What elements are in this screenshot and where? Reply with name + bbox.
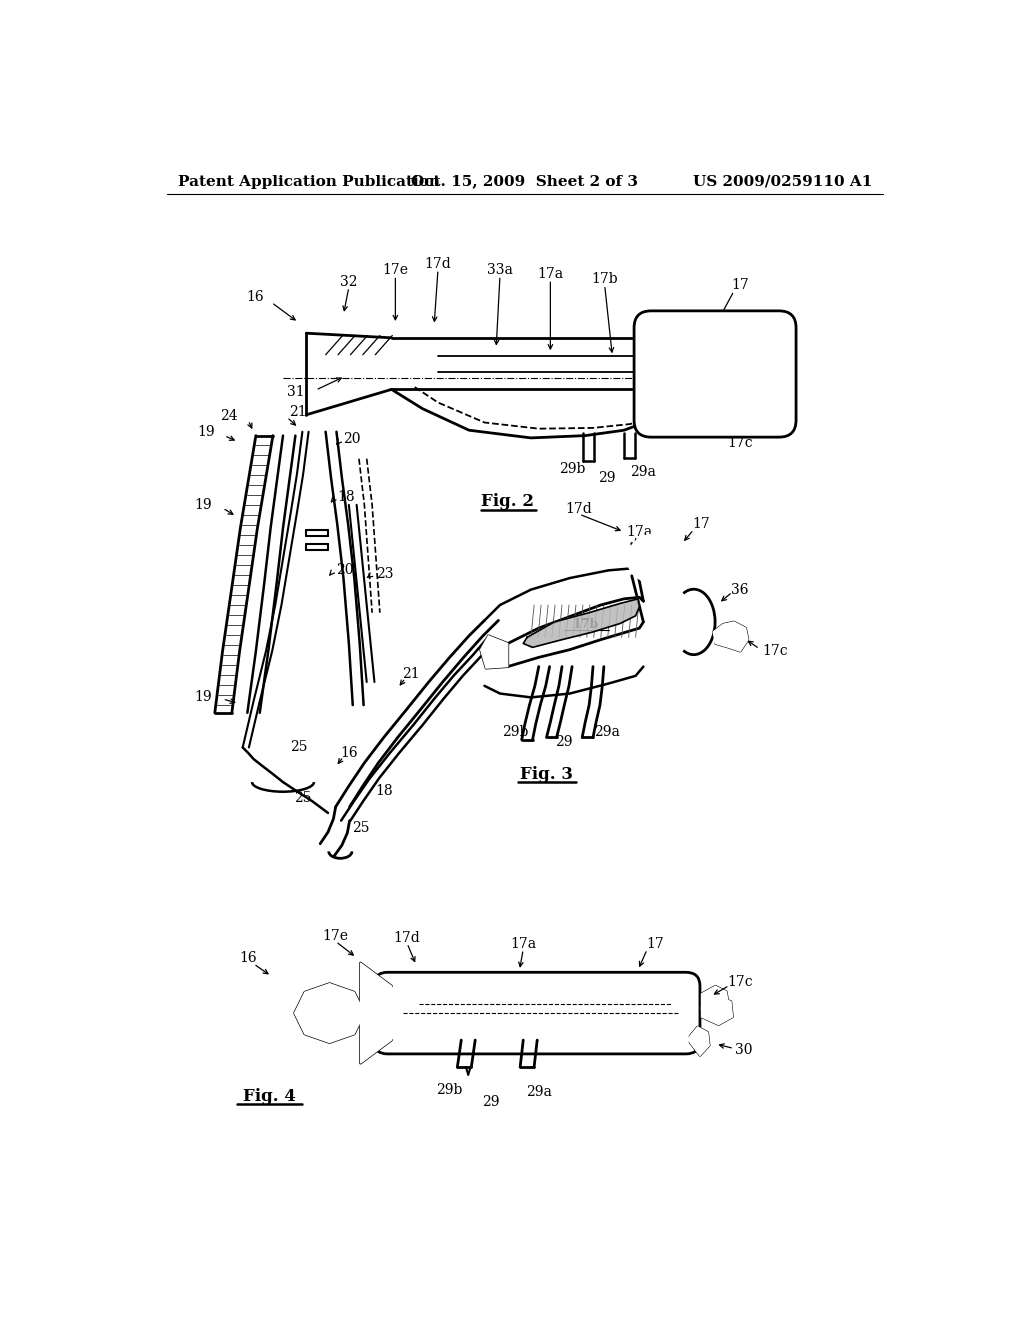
Text: 31: 31 [287,384,305,399]
Text: Fig. 2: Fig. 2 [481,492,535,510]
Text: Oct. 15, 2009  Sheet 2 of 3: Oct. 15, 2009 Sheet 2 of 3 [412,174,638,189]
Text: 29: 29 [482,1094,500,1109]
Polygon shape [690,1027,710,1056]
Text: 29a: 29a [525,1085,552,1098]
Text: 29: 29 [598,471,615,484]
Text: 19: 19 [195,690,212,705]
Text: 17d: 17d [393,931,421,945]
Text: Patent Application Publication: Patent Application Publication [178,174,440,189]
Text: 21: 21 [289,405,307,420]
Text: 16: 16 [340,746,357,760]
Text: 25: 25 [290,741,307,755]
Text: 25: 25 [352,821,370,836]
Text: 21: 21 [402,668,420,681]
Text: 19: 19 [198,425,215,438]
Text: 32: 32 [340,275,357,289]
Polygon shape [713,622,748,651]
Polygon shape [523,599,640,647]
Text: 25: 25 [294,791,311,804]
Text: 17c: 17c [727,437,753,450]
Ellipse shape [628,535,682,582]
Text: 16: 16 [246,290,263,304]
FancyBboxPatch shape [374,973,700,1053]
Text: 18: 18 [375,784,392,799]
Text: 29a: 29a [630,465,655,479]
Text: 17a: 17a [627,525,652,539]
Text: 29b: 29b [503,725,528,739]
FancyBboxPatch shape [634,312,796,437]
Text: 17b: 17b [572,618,598,631]
Text: 29b: 29b [436,1084,463,1097]
Text: 17: 17 [646,937,664,950]
Text: 17d: 17d [425,257,452,271]
Text: US 2009/0259110 A1: US 2009/0259110 A1 [692,174,872,189]
Text: 24: 24 [220,409,238,424]
Ellipse shape [325,1010,334,1016]
Text: 17d: 17d [565,502,593,516]
Text: 16: 16 [240,950,257,965]
Text: Fig. 4: Fig. 4 [243,1088,296,1105]
Text: 18: 18 [337,490,355,504]
Text: 33a: 33a [487,263,513,277]
Text: 29a: 29a [594,725,620,739]
Text: 30: 30 [735,1043,753,1057]
Text: 17a: 17a [538,267,563,281]
Text: 17: 17 [731,279,750,293]
Text: Fig. 3: Fig. 3 [520,766,573,783]
Text: 29b: 29b [559,462,586,475]
Text: 17c: 17c [727,975,753,989]
Polygon shape [701,986,729,1015]
Text: 17e: 17e [323,929,349,942]
Text: 23: 23 [376,568,393,581]
Text: 20: 20 [336,564,353,577]
Polygon shape [480,636,508,668]
Text: 17: 17 [692,517,711,531]
Ellipse shape [639,544,672,573]
Text: 17c: 17c [762,644,787,659]
Text: 17b: 17b [591,272,617,286]
Polygon shape [295,983,365,1043]
Polygon shape [701,997,732,1024]
Text: 20: 20 [343,433,360,446]
Text: 36: 36 [731,582,749,597]
Text: 29: 29 [555,735,572,748]
Text: 17e: 17e [382,263,409,277]
Text: 17a: 17a [510,937,537,950]
Polygon shape [360,964,391,1063]
Text: 19: 19 [195,498,212,512]
Text: z: z [787,371,795,385]
